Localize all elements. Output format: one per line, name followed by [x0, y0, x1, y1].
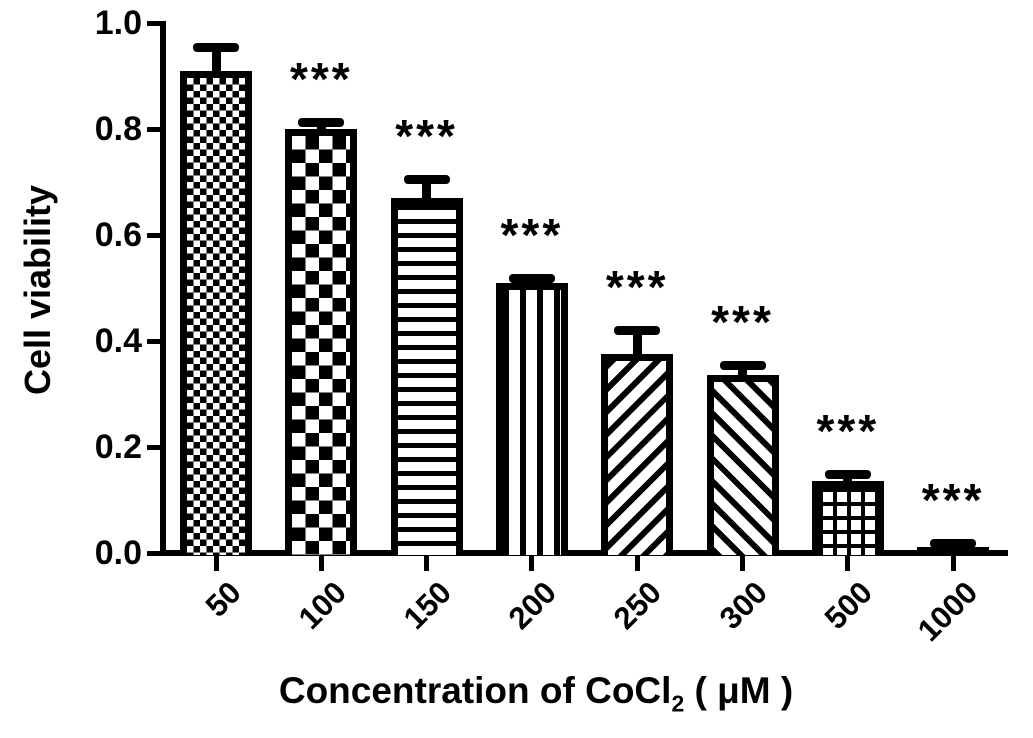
- x-tick-label: 500: [817, 574, 880, 636]
- bar-200: [495, 282, 568, 555]
- x-axis-line: [160, 550, 1008, 556]
- error-bar-stem: [211, 46, 221, 76]
- x-axis-tick: [845, 556, 851, 571]
- y-axis-tick: [147, 127, 161, 132]
- y-tick-label: 0.0: [94, 534, 142, 572]
- bar-150: [390, 197, 463, 555]
- x-axis-title: Concentration of CoCl2 ( μM ): [186, 670, 886, 717]
- x-tick-label: 1000: [910, 574, 985, 649]
- error-bar-cap: [824, 469, 871, 479]
- x-tick-label: 150: [396, 574, 458, 636]
- x-tick-label: 250: [607, 574, 669, 636]
- error-bar-stem: [422, 179, 432, 203]
- x-tick-label: 50: [198, 574, 248, 624]
- y-tick-label: 0.8: [94, 110, 142, 148]
- bar-100: [285, 129, 358, 555]
- y-tick-label: 1.0: [94, 4, 142, 42]
- y-tick-label: 0.6: [94, 216, 142, 254]
- significance-marker: ***: [605, 261, 669, 314]
- error-bar-cap: [193, 42, 239, 52]
- x-tick-label: 300: [712, 574, 774, 636]
- bar-500: [811, 481, 884, 555]
- error-bar-stem: [843, 473, 853, 487]
- bar-50: [180, 70, 252, 555]
- x-axis-title-subscript: 2: [671, 690, 685, 717]
- bar-300: [706, 375, 779, 555]
- y-tick-label: 0.2: [94, 428, 142, 466]
- error-bar-cap: [508, 274, 555, 284]
- y-axis-tick: [147, 445, 161, 450]
- error-bar-cap: [614, 326, 661, 336]
- x-axis-title-unit: ( μM ): [684, 670, 794, 711]
- error-bar-cap: [719, 360, 766, 370]
- bar-1000: [917, 546, 990, 555]
- significance-marker: ***: [395, 110, 458, 163]
- error-bar-cap: [403, 175, 450, 185]
- significance-marker: ***: [289, 53, 353, 106]
- x-axis-tick: [213, 556, 219, 571]
- significance-marker: ***: [921, 474, 985, 527]
- x-axis-tick: [529, 556, 535, 571]
- error-bar-stem: [738, 364, 747, 381]
- y-axis-tick: [147, 21, 161, 26]
- error-bar-cap: [298, 118, 345, 128]
- significance-marker: ***: [500, 209, 564, 262]
- error-bar-stem: [632, 330, 642, 360]
- error-bar-stem: [316, 122, 326, 134]
- x-axis-tick: [318, 556, 324, 571]
- x-axis-title-text: Concentration of CoCl: [278, 670, 672, 711]
- x-axis-tick: [634, 556, 640, 571]
- y-axis-tick: [147, 551, 161, 556]
- x-axis-tick: [424, 556, 430, 571]
- x-axis-tick: [950, 556, 956, 571]
- y-axis-line: [160, 21, 166, 556]
- y-axis-tick: [147, 339, 161, 344]
- x-tick-label: 200: [501, 574, 564, 636]
- y-tick-label: 0.4: [94, 322, 142, 360]
- x-axis-tick: [740, 556, 745, 571]
- significance-marker: ***: [711, 295, 774, 348]
- y-axis-tick: [147, 233, 161, 238]
- significance-marker: ***: [816, 404, 880, 457]
- x-tick-label: 100: [291, 574, 353, 636]
- error-bar-cap: [930, 539, 977, 549]
- bar-250: [601, 354, 674, 555]
